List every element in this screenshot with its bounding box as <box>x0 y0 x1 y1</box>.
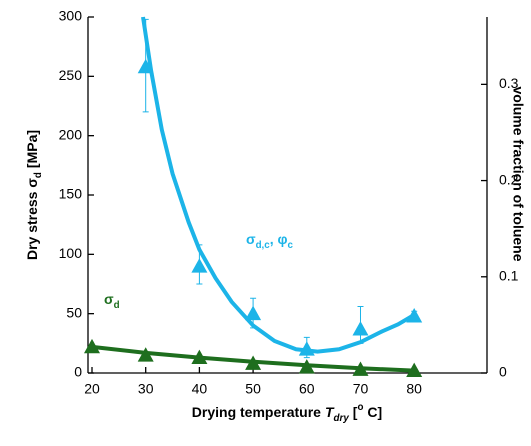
y2-tick-label: 0 <box>499 364 507 380</box>
x-tick-label: 70 <box>353 381 369 397</box>
y2-tick-label: 0.2 <box>499 171 519 187</box>
data-point <box>191 258 208 273</box>
x-tick-label: 80 <box>406 381 422 397</box>
label-part: o <box>357 402 363 413</box>
label-part: d <box>114 300 120 311</box>
series-label: σd <box>104 291 120 311</box>
label-part: [MPa] <box>24 130 40 168</box>
data-point <box>352 321 369 336</box>
x-axis-label: Drying temperature Tdry [o C] <box>192 402 382 424</box>
label-part: σ <box>104 291 114 307</box>
label-part: Drying temperature <box>192 404 321 420</box>
y-axis-label: Dry stress σd [MPa] <box>24 130 44 260</box>
label-part: σ <box>246 231 256 247</box>
y-tick-label: 150 <box>59 186 83 202</box>
y-tick-label: 0 <box>74 364 82 380</box>
series-label: σd,c, φc <box>246 231 294 251</box>
x-tick-label: 30 <box>138 381 154 397</box>
x-tick-label: 50 <box>245 381 261 397</box>
y-tick-label: 300 <box>59 8 83 24</box>
y-tick-label: 50 <box>66 304 82 320</box>
y-tick-label: 250 <box>59 67 83 83</box>
data-point <box>245 305 262 321</box>
label-part: [ <box>353 404 358 420</box>
y2-axis-label: volume fraction of toluene <box>510 86 526 261</box>
label-part: d,c <box>256 240 271 251</box>
x-tick-label: 20 <box>84 381 100 397</box>
label-part: Dry stress σ <box>24 178 40 260</box>
y2-tick-label: 0.3 <box>499 75 519 91</box>
label-part: c <box>288 240 294 251</box>
y-tick-label: 200 <box>59 126 83 142</box>
y-tick-label: 100 <box>59 245 83 261</box>
label-part: dry <box>334 413 350 424</box>
fit-curve <box>141 16 416 354</box>
x-tick-label: 60 <box>299 381 315 397</box>
data-point <box>84 338 100 354</box>
label-part: , φ <box>270 231 288 247</box>
label-part: T <box>325 404 335 420</box>
y2-tick-label: 0.1 <box>499 267 519 283</box>
fit-curve <box>91 344 415 373</box>
label-part: d <box>33 172 44 178</box>
label-part: C] <box>367 404 382 420</box>
x-tick-label: 40 <box>192 381 208 397</box>
